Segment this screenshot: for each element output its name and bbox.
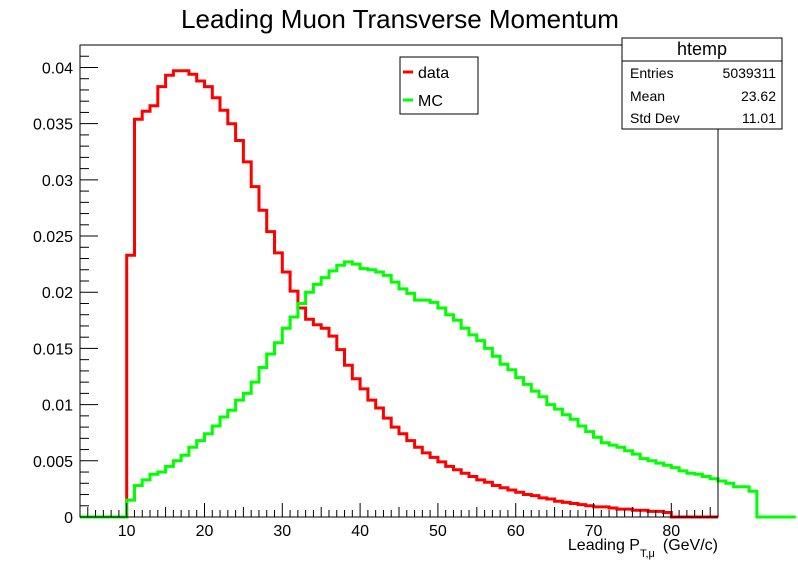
y-tick-label: 0.03 — [42, 173, 73, 190]
axes: 10 20 30 40 50 60 70 80 0 0.005 0.01 0.015 0.02 0.025… — [33, 55, 711, 540]
legend-label-mc: MC — [418, 93, 443, 110]
chart-title: Leading Muon Transverse Momentum — [181, 4, 619, 34]
stats-mean-value: 23.62 — [741, 88, 776, 104]
x-tick-label: 60 — [507, 523, 525, 540]
stats-stddev-value: 11.01 — [742, 110, 776, 126]
series-line-data — [80, 69, 718, 519]
svg-text:Leading PT,μ(GeV/c): Leading PT,μ (GeV/c) — [568, 537, 718, 560]
x-tick-label: 10 — [118, 523, 136, 540]
x-axis-label-sub: T,μ — [640, 548, 655, 560]
stats-entries-value: 5039311 — [723, 65, 777, 81]
x-tick-label: 40 — [351, 523, 369, 540]
stats-box: htemp Entries 5039311 Mean 23.62 Std Dev… — [621, 37, 783, 130]
x-axis-label: Leading PT,μ (GeV/c) — [568, 537, 718, 560]
stats-stddev-label: Std Dev — [630, 110, 680, 126]
x-axis-label-unit: (GeV/c) — [663, 537, 718, 554]
x-tick-label: 20 — [196, 523, 214, 540]
legend: data MC — [399, 56, 479, 115]
legend-label-data: data — [418, 65, 449, 82]
x-tick-label: 50 — [429, 523, 447, 540]
y-tick-label: 0.015 — [33, 341, 73, 358]
histogram-curves — [80, 69, 796, 519]
x-tick-label: 70 — [585, 523, 603, 540]
y-tick-label: 0.01 — [42, 398, 73, 415]
y-tick-label: 0.005 — [33, 454, 73, 471]
x-tick-label: 80 — [662, 523, 680, 540]
y-tick-label: 0.04 — [42, 60, 73, 77]
series-line-mc — [80, 260, 796, 519]
y-tick-label: 0.02 — [42, 285, 73, 302]
stats-mean-label: Mean — [630, 88, 665, 104]
x-axis-label-main: Leading P — [568, 537, 640, 554]
y-tick-label: 0.035 — [33, 117, 73, 134]
y-tick-label: 0 — [64, 510, 73, 527]
x-tick-label: 30 — [273, 523, 291, 540]
stats-title: htemp — [677, 39, 727, 59]
y-tick-label: 0.025 — [33, 229, 73, 246]
stats-entries-label: Entries — [630, 65, 674, 81]
